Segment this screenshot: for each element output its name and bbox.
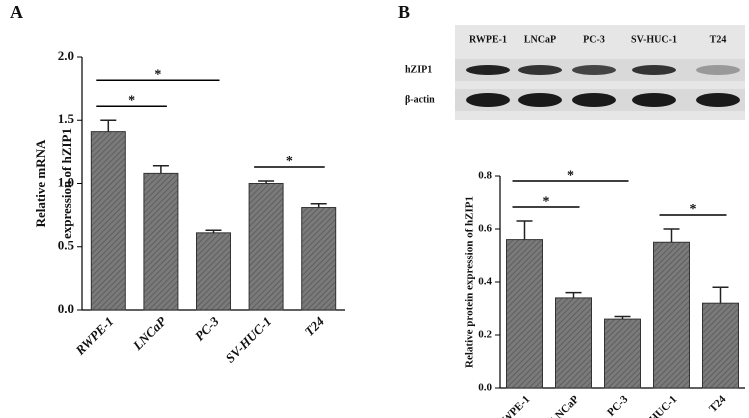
error-bar: [100, 119, 117, 132]
blot-band: [466, 93, 510, 107]
bar: [196, 232, 231, 311]
blot-band: [518, 65, 562, 75]
bar: [248, 183, 284, 311]
panel-label: A: [10, 2, 23, 22]
blot-column-label: SV-HUC-1: [631, 34, 677, 45]
y-tick-label: 1.5: [58, 111, 75, 126]
y-axis-label: expression of hZIP1: [59, 128, 74, 239]
bar: [653, 241, 690, 389]
significance-label: *: [690, 202, 697, 217]
bar: [702, 302, 739, 389]
y-axis-label: Relative mRNA: [33, 139, 48, 227]
x-tick-label: PC-3: [192, 313, 222, 343]
bar: [143, 172, 179, 311]
error-bar: [152, 165, 169, 174]
error-bar: [310, 202, 327, 208]
x-tick-label: LNCaP: [129, 313, 170, 354]
bar: [555, 297, 592, 389]
blot-row-label: hZIP1: [405, 64, 432, 75]
blot-band: [572, 93, 616, 107]
bar: [301, 207, 337, 311]
significance-label: *: [154, 67, 161, 82]
blot-row-label: β-actin: [405, 94, 435, 105]
significance-label: *: [543, 194, 550, 209]
y-tick-label: 1.0: [58, 174, 74, 189]
error-bar: [614, 315, 631, 320]
error-bar: [205, 229, 222, 233]
y-tick-label: 0.5: [58, 238, 75, 253]
significance-label: *: [567, 168, 574, 183]
bar: [506, 239, 543, 389]
y-tick-label: 0.4: [478, 276, 492, 288]
x-tick-label: SV-HUC-1: [635, 393, 679, 418]
error-bar: [712, 286, 729, 304]
blot-band: [632, 93, 676, 107]
error-bar: [258, 180, 275, 184]
blot-column-label: RWPE-1: [469, 34, 507, 45]
error-bar: [565, 291, 582, 298]
x-tick-label: SV-HUC-1: [222, 314, 274, 366]
blot-column-label: T24: [710, 34, 727, 45]
significance-label: *: [128, 93, 135, 108]
blot-band: [696, 93, 740, 107]
panel-label: B: [398, 2, 410, 22]
y-tick-label: 0.2: [478, 329, 492, 341]
blot-band: [696, 65, 740, 75]
western-blot: RWPE-1 LNCaP PC-3 SV-HUC-1 T24 hZIP1 β-actin: [405, 25, 745, 120]
bar: [90, 131, 126, 311]
x-tick-label: LNCaP: [548, 393, 582, 418]
blot-band: [466, 65, 510, 75]
y-tick-label: 0.6: [478, 223, 492, 235]
x-tick-label: T24: [707, 393, 729, 415]
y-axis-label: Relative protein expression of hZIP1: [464, 196, 476, 368]
blot-band: [518, 93, 562, 107]
y-tick-label: 2.0: [58, 48, 74, 63]
bar: [604, 318, 641, 389]
blot-column-label: PC-3: [583, 34, 605, 45]
x-tick-label: RWPE-1: [72, 314, 117, 359]
blot-column-label: LNCaP: [524, 34, 556, 45]
x-tick-label: PC-3: [605, 393, 631, 418]
x-tick-label: T24: [302, 313, 328, 339]
y-tick-label: 0.8: [478, 170, 492, 182]
blot-band: [572, 65, 616, 75]
y-tick-label: 0.0: [58, 301, 74, 316]
error-bar: [516, 220, 533, 240]
x-tick-label: RWPE-1: [494, 393, 532, 418]
blot-band: [632, 65, 676, 75]
significance-label: *: [286, 154, 293, 169]
y-tick-label: 0.0: [478, 382, 492, 394]
error-bar: [663, 228, 680, 243]
